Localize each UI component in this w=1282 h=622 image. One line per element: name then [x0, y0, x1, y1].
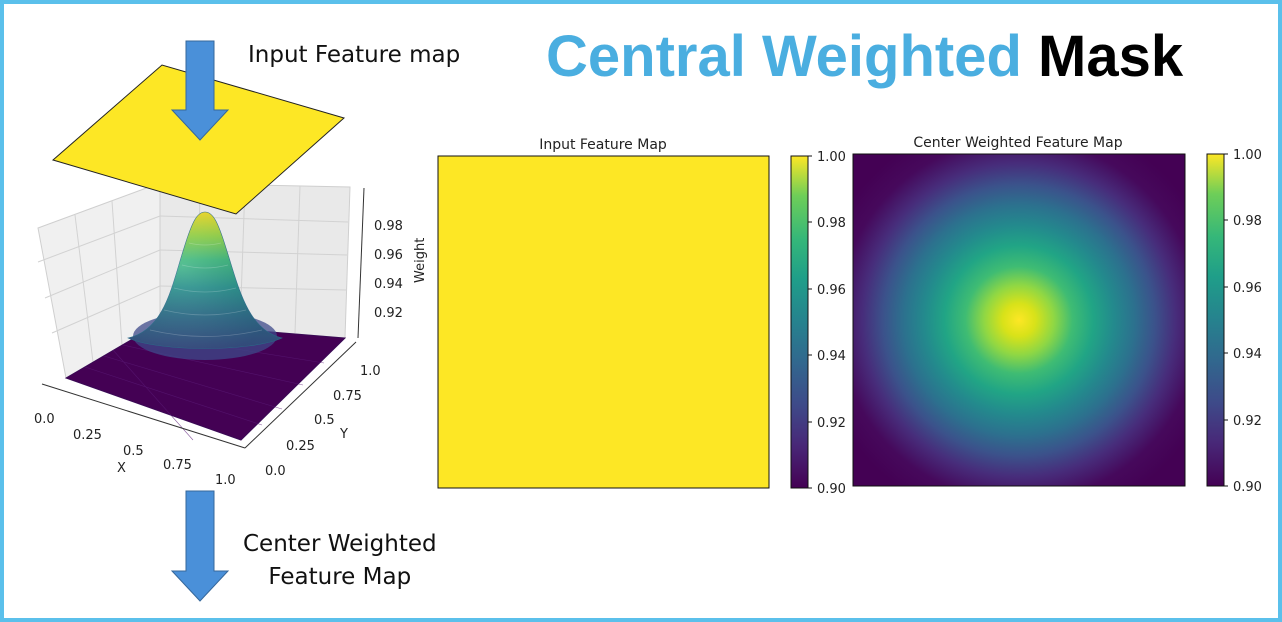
x-axis-line	[41, 383, 246, 449]
colorbar-tick-label: 0.92	[1233, 414, 1262, 429]
z-tick-label: 0.98	[374, 219, 403, 234]
z-tick-label: 0.96	[374, 248, 403, 263]
y-tick-label: 1.0	[360, 364, 381, 379]
surface-plot: 0.98 0.96 0.94 0.92 Weight 0.0 0.25	[34, 182, 428, 488]
y-tick-label: 0.75	[333, 389, 362, 404]
output-caption-line2: Feature Map	[268, 564, 412, 590]
y-axis-label: Y	[339, 427, 348, 442]
colorbar-ticks	[808, 155, 812, 489]
surface-floor	[64, 322, 347, 441]
colorbar	[1206, 153, 1225, 487]
x-axis-label: X	[117, 461, 126, 476]
weighted-heatmap	[852, 153, 1186, 487]
y-tick-label: 0.5	[314, 413, 335, 428]
title-rest: Mask	[1038, 24, 1184, 89]
panel-title: Center Weighted Feature Map	[913, 135, 1122, 151]
input-feature-map-panel: Input Feature Map 1.00 0.98 0.96 0.94 0.…	[437, 137, 846, 497]
colorbar-tick-label: 0.90	[1233, 480, 1262, 495]
colorbar-tick-label: 1.00	[1233, 148, 1262, 163]
x-tick-label: 0.5	[123, 444, 144, 459]
input-caption: Input Feature map	[248, 42, 461, 68]
colorbar-tick-label: 0.90	[817, 482, 846, 497]
peak-shading	[128, 212, 282, 349]
colorbar-ticks	[1224, 153, 1228, 487]
output-caption-line1: Center Weighted	[243, 531, 437, 557]
colorbar-tick-label: 0.94	[817, 349, 846, 364]
z-axis-label: Weight	[413, 238, 428, 283]
figure-title: Central Weighted Mask	[546, 22, 1183, 92]
y-axis-line	[244, 341, 357, 449]
colorbar-tick-label: 0.98	[1233, 214, 1262, 229]
z-axis-line	[357, 187, 365, 339]
x-tick-label: 0.0	[34, 412, 55, 427]
output-caption: Center Weighted Feature Map	[243, 528, 437, 594]
x-tick-label: 0.75	[163, 458, 192, 473]
colorbar-tick-label: 0.92	[817, 416, 846, 431]
colorbar-tick-label: 0.96	[1233, 281, 1262, 296]
y-tick-label: 0.0	[265, 464, 286, 479]
colorbar	[790, 155, 809, 489]
panel-title: Input Feature Map	[539, 137, 667, 153]
x-tick-label: 1.0	[215, 473, 236, 488]
z-tick-label: 0.94	[374, 277, 403, 292]
x-tick-label: 0.25	[73, 428, 102, 443]
colorbar-tick-label: 0.94	[1233, 347, 1262, 362]
peak-contours	[149, 242, 263, 337]
input-heatmap	[437, 155, 770, 489]
z-tick-label: 0.92	[374, 306, 403, 321]
arrow-down-icon	[170, 40, 230, 141]
y-tick-label: 0.25	[286, 439, 315, 454]
colorbar-tick-label: 0.96	[817, 283, 846, 298]
title-accent: Central Weighted	[546, 24, 1022, 89]
colorbar-tick-label: 1.00	[817, 150, 846, 165]
colorbar-tick-label: 0.98	[817, 216, 846, 231]
input-plane	[51, 64, 346, 215]
center-weighted-map-panel: Center Weighted Feature Map 1.00 0.98 0.…	[852, 135, 1262, 495]
arrow-down-icon	[170, 490, 230, 602]
